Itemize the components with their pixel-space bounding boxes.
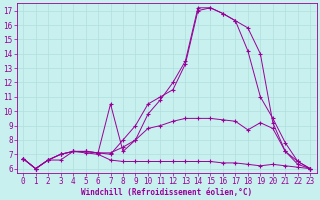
X-axis label: Windchill (Refroidissement éolien,°C): Windchill (Refroidissement éolien,°C): [81, 188, 252, 197]
